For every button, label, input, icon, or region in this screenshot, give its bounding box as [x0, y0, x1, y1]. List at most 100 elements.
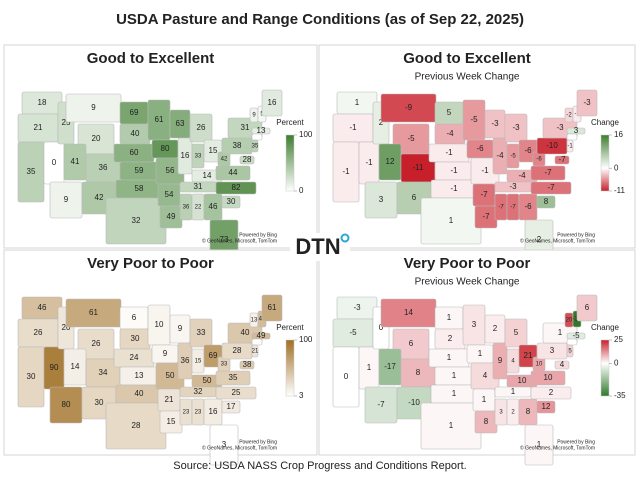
panel-title: Very Poor to Poor — [404, 255, 531, 272]
state-label: 1 — [449, 421, 454, 430]
state-label: -10 — [546, 141, 558, 150]
state-label: 6 — [585, 303, 590, 312]
state-label: 22 — [195, 205, 202, 211]
state-label: 56 — [166, 166, 175, 175]
state-label: 59 — [135, 166, 144, 175]
state-label: -3 — [512, 123, 520, 132]
panel-title: Very Poor to Poor — [87, 255, 214, 272]
state-label: 18 — [38, 98, 47, 107]
state-label: 2 — [448, 334, 453, 343]
state — [251, 139, 259, 153]
state-label: 34 — [99, 368, 108, 377]
attribution: Powered by Bing — [239, 232, 277, 238]
state-label: 32 — [132, 216, 141, 225]
state-label: 1 — [511, 387, 516, 396]
state-label: 1 — [355, 98, 360, 107]
state-label: 9 — [498, 356, 503, 365]
state — [261, 294, 283, 322]
source: Source: USDA NASS Crop Progress and Cond… — [173, 460, 466, 472]
state-label: 40 — [131, 129, 140, 138]
state-label: 20 — [566, 318, 573, 324]
state-label: 30 — [131, 334, 140, 343]
state — [536, 195, 556, 209]
state-label: -1 — [450, 184, 458, 193]
state-label: -6 — [524, 202, 532, 211]
state-label: 32 — [194, 387, 203, 396]
state-label: 35 — [27, 167, 36, 176]
state-label: 12 — [542, 402, 551, 411]
state — [239, 155, 255, 165]
state-label: -7 — [498, 205, 504, 211]
state — [261, 89, 283, 117]
state — [536, 400, 556, 414]
state — [524, 424, 554, 466]
state-label: 3 — [472, 320, 477, 329]
state-label: -7 — [558, 155, 566, 164]
legend-tick-label: 0 — [614, 358, 619, 367]
state-label: -1 — [342, 167, 350, 176]
state — [189, 318, 213, 348]
legend-tick-label: 3 — [299, 391, 304, 400]
logo-dot — [340, 233, 350, 243]
state — [215, 370, 251, 386]
state-label: 15 — [195, 359, 202, 365]
state-label: 3 — [550, 346, 555, 355]
state-label: 36 — [183, 205, 190, 211]
state-label: 26 — [197, 123, 206, 132]
state — [221, 195, 241, 209]
state-label: 36 — [181, 356, 190, 365]
logo: DTN — [290, 233, 350, 261]
state-label: 10 — [544, 373, 553, 382]
state — [530, 181, 572, 195]
state-label: 30 — [227, 197, 236, 206]
state-label: 36 — [99, 163, 108, 172]
state-label: 1 — [367, 363, 372, 372]
state-label: 35 — [252, 144, 259, 150]
state-label: 21 — [252, 349, 259, 355]
state — [566, 344, 574, 358]
state-label: 2 — [549, 388, 554, 397]
state-label: 25 — [232, 388, 241, 397]
state — [189, 113, 213, 143]
state-label: 9 — [178, 324, 183, 333]
state-label: -7 — [482, 212, 490, 221]
state-label: -4 — [496, 151, 504, 160]
attribution: © GeoNames, Microsoft, TomTom — [202, 237, 277, 244]
state-label: 25 — [62, 118, 71, 127]
map: 1-1-1-12-9-512-113 65-4-1-1-11-5-6-1-7-7-… — [332, 89, 598, 261]
state-label: 21 — [524, 351, 533, 360]
state-label: 61 — [268, 303, 277, 312]
state — [215, 386, 257, 400]
state-label: 8 — [416, 368, 421, 377]
state-label: 9 — [252, 113, 256, 119]
state-label: 46 — [38, 303, 47, 312]
state-label: -10 — [408, 398, 420, 407]
panel-subtitle: Previous Week Change — [415, 72, 520, 83]
state — [209, 424, 239, 466]
map-panel: Good to Excellent 18 21 35 0 25 9 20 41 36 9 42 69 40… — [3, 44, 318, 261]
state-label: 73 — [220, 235, 229, 244]
state-label: -3 — [509, 182, 517, 191]
state-label: 14 — [203, 171, 212, 180]
state-label: 41 — [71, 157, 80, 166]
state-label: -9 — [405, 103, 413, 112]
state-label: 2 — [379, 118, 384, 127]
state-label: 30 — [95, 398, 104, 407]
state-label: 6 — [412, 193, 417, 202]
state-label: 30 — [27, 372, 36, 381]
state-label: 1 — [558, 328, 563, 337]
state-label: -1 — [445, 148, 453, 157]
attribution: Powered by Bing — [557, 439, 595, 445]
state-label: 13 — [251, 318, 258, 324]
state-label: 38 — [233, 141, 242, 150]
panel-title: Good to Excellent — [87, 50, 215, 67]
state-label: -5 — [470, 115, 478, 124]
state-label: 28 — [233, 346, 242, 355]
state-label: -1 — [450, 166, 458, 175]
legend-bar — [600, 134, 610, 192]
state-label: 10 — [536, 362, 543, 368]
state — [566, 133, 578, 141]
